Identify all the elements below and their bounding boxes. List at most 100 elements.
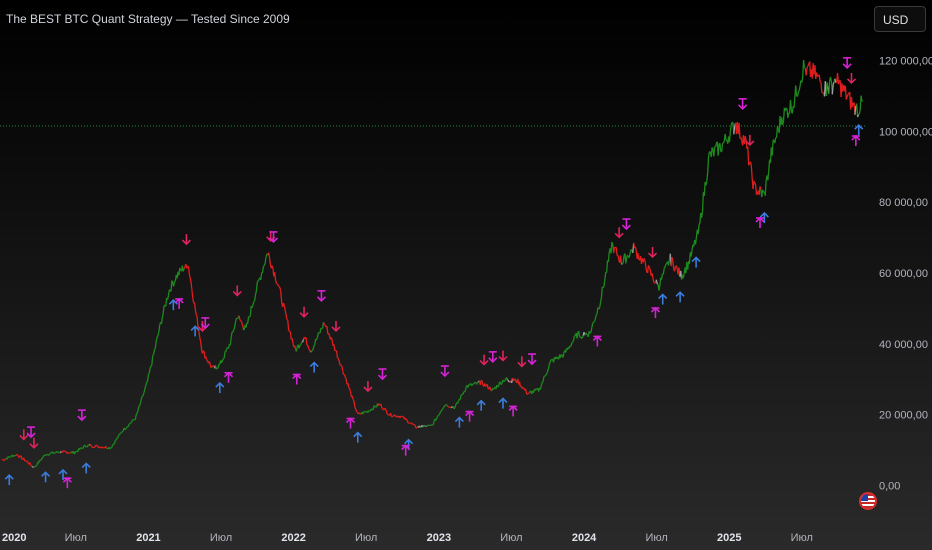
x-tick-label: Июл [210,532,232,544]
price-segment [526,392,529,395]
price-segment [405,418,408,421]
currency-button[interactable]: USD [874,6,926,32]
price-segment [29,462,32,466]
price-segment [330,337,333,341]
price-segment [78,447,82,450]
price-segment [492,387,495,390]
price-segment [215,367,218,370]
price-segment [138,404,141,408]
price-segment [349,388,352,392]
short-signal-marker [745,134,755,147]
price-segment [747,146,750,166]
price-segment [134,414,137,420]
price-segment [315,337,319,341]
price-segment [454,404,457,408]
price-segment [162,305,165,314]
price-segment [844,85,847,100]
price-segment [497,382,501,387]
price-segment [401,415,404,418]
price-segment [445,404,447,406]
x-tick-label: 2025 [717,532,741,544]
price-segment [1,458,4,461]
price-segment [4,458,6,461]
us-flag-icon[interactable] [859,492,877,510]
price-segment [847,92,850,95]
price-segment [310,349,313,353]
price-segment [578,331,581,338]
exit-signal-marker [200,317,210,330]
price-segment [443,405,446,408]
price-segment [802,59,806,68]
price-segment [381,407,384,410]
price-segment [261,266,265,274]
price-segment [545,371,549,375]
price-segment [549,359,552,363]
price-segment [165,298,168,307]
price-segment [43,454,46,457]
price-segment [316,332,319,338]
price-segment [795,85,798,97]
price-segment [595,313,598,316]
price-segment [856,114,860,118]
price-segment [199,337,202,342]
price-segment [500,382,503,385]
price-segment [48,453,51,456]
price-segment [313,344,316,347]
price-segment [797,90,800,93]
y-tick-label: 60 000,00 [879,268,928,280]
price-segment [707,155,710,172]
x-tick-label: Июл [65,532,87,544]
price-segment [438,412,441,415]
exit-signal-marker [77,410,87,422]
price-segment [236,317,239,320]
price-segment [543,375,546,378]
short-signal-marker [614,227,624,239]
price-segment [245,322,248,328]
price-segment [142,392,145,396]
price-segment [253,300,256,303]
price-segment [422,425,425,428]
exit-signal-marker [345,417,356,429]
price-segment [442,407,445,410]
price-segment [645,266,648,273]
price-segment [721,143,724,152]
price-segment [111,444,114,448]
price-segment [154,341,157,348]
price-segment [151,355,154,366]
price-segment [818,74,821,83]
price-segment [754,182,757,186]
price-segment [437,414,440,417]
price-segment [662,268,665,275]
price-segment [697,224,700,235]
price-segment [367,410,370,413]
price-segment [585,332,588,335]
price-segment [782,120,785,126]
price-segment [274,272,277,281]
price-segment [139,398,143,404]
price-segment [16,453,19,456]
exit-signal-marker [738,98,748,110]
short-signal-marker [517,356,527,368]
price-segment [153,347,156,351]
price-segment [448,406,451,408]
price-segment [444,404,446,407]
price-segment [145,382,148,386]
price-segment [380,404,383,409]
price-segment [630,248,633,251]
price-segment [389,412,393,417]
price-segment [740,137,743,141]
price-segment [53,452,55,455]
price-segment [789,99,793,110]
price-segment [472,382,475,385]
price-segment [126,426,128,429]
price-segment [594,314,597,320]
price-segment [283,305,286,311]
signal-markers [4,57,864,489]
price-segment [544,374,547,377]
x-tick-label: 2024 [572,532,597,544]
short-signal-marker [232,285,242,297]
price-segment [707,151,711,157]
long-signal-marker [215,381,225,394]
price-segment [240,320,243,323]
